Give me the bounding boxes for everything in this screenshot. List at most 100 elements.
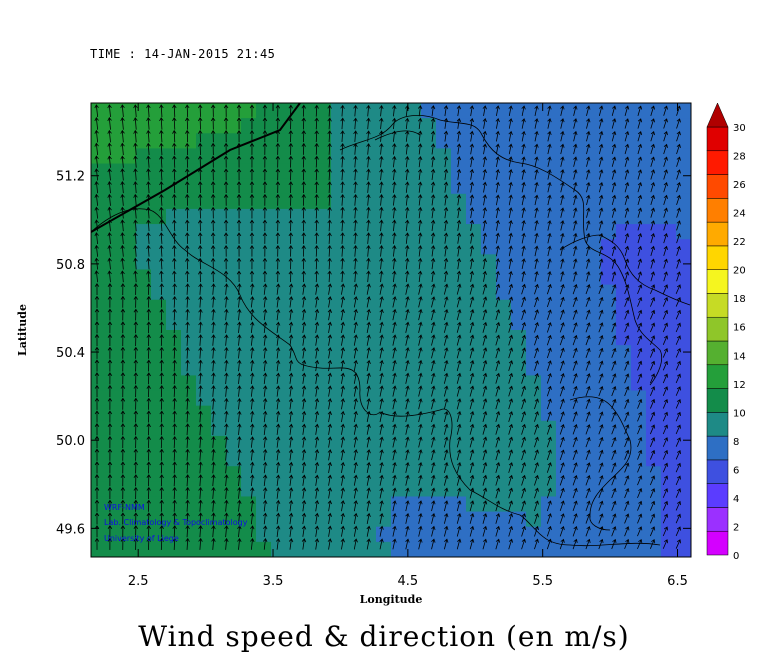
wind-arrow (366, 347, 371, 359)
wind-arrow (650, 233, 656, 244)
wind-arrow (508, 462, 514, 473)
wind-arrow (146, 423, 151, 436)
wind-arrow (534, 398, 539, 410)
speed-cell (616, 148, 632, 165)
wind-arrow (676, 194, 681, 206)
speed-cell (316, 420, 332, 437)
speed-cell (631, 133, 647, 149)
speed-cell (616, 208, 632, 225)
speed-cell (166, 526, 182, 543)
speed-cell (136, 375, 152, 392)
wind-arrow (637, 322, 643, 333)
wind-arrow (443, 372, 449, 384)
wind-arrow (443, 436, 449, 448)
wind-arrow (508, 436, 514, 448)
wind-arrow (624, 169, 630, 180)
speed-cell (331, 541, 347, 557)
wind-arrow (327, 410, 333, 423)
speed-cell (241, 314, 257, 331)
speed-cell (481, 299, 497, 316)
wind-arrow (107, 486, 113, 500)
speed-cell (466, 103, 482, 119)
speed-cell (91, 330, 107, 346)
wind-arrow (521, 245, 526, 257)
speed-cell (136, 239, 152, 255)
wind-arrow (379, 347, 384, 359)
speed-cell (436, 299, 452, 316)
wind-arrow (94, 448, 100, 461)
speed-cell (361, 103, 377, 119)
wind-arrow (456, 474, 462, 486)
wind-arrow (210, 232, 216, 244)
speed-cell (541, 314, 557, 331)
wind-arrow (663, 156, 668, 167)
wind-arrow (185, 104, 190, 117)
y-tick-label: 49.6 (56, 522, 85, 537)
wind-arrow (443, 181, 449, 193)
wind-arrow (262, 245, 268, 257)
wind-arrow (650, 322, 656, 333)
wind-arrow (443, 359, 449, 372)
speed-cell (526, 133, 542, 149)
wind-arrow (94, 410, 100, 423)
speed-cell (616, 330, 632, 346)
wind-arrow (443, 449, 449, 461)
wind-arrow (120, 384, 126, 398)
wind-arrow (611, 335, 617, 346)
speed-cell (571, 314, 587, 331)
wind-arrow (172, 270, 177, 283)
speed-cell (646, 284, 662, 301)
figure-title: Wind speed & direction (en m/s) (138, 620, 630, 653)
speed-cell (121, 511, 137, 528)
wind-arrow (585, 436, 591, 448)
speed-cell (346, 208, 362, 225)
wind-arrow (198, 397, 203, 410)
speed-cell (436, 314, 452, 331)
wind-arrow (405, 423, 410, 435)
wind-arrow (534, 245, 539, 257)
wind-arrow (560, 156, 565, 167)
wind-arrow (159, 193, 164, 206)
wind-arrow (301, 359, 307, 372)
speed-cell (436, 239, 452, 255)
speed-cell (601, 405, 617, 422)
wind-arrow (559, 513, 565, 524)
speed-cell (661, 481, 677, 498)
wind-arrow (185, 308, 190, 321)
wind-arrow (560, 118, 565, 129)
speed-cell (676, 254, 691, 271)
speed-cell (271, 330, 287, 346)
wind-arrow (301, 104, 306, 117)
speed-cell (601, 269, 617, 286)
speed-cell (616, 466, 632, 482)
wind-arrow (340, 143, 345, 155)
speed-cell (436, 178, 452, 195)
wind-arrow (224, 283, 229, 295)
speed-cell (406, 526, 422, 543)
wind-arrow (327, 423, 333, 435)
wind-arrow (288, 296, 294, 308)
speed-cell (421, 148, 437, 165)
wind-arrow (301, 449, 307, 461)
wind-arrow (379, 283, 384, 295)
speed-cell (166, 541, 182, 557)
wind-arrow (469, 219, 475, 231)
wind-arrow (133, 410, 139, 423)
speed-cell (406, 511, 422, 528)
wind-arrow (650, 335, 656, 345)
speed-cell (631, 451, 647, 467)
speed-cell (91, 314, 107, 331)
speed-cell (571, 299, 587, 316)
speed-cell (466, 511, 482, 528)
speed-cell (211, 375, 227, 392)
wind-arrow (508, 500, 514, 512)
speed-cell (121, 466, 137, 482)
wind-arrow (521, 436, 526, 448)
wind-arrow (521, 513, 526, 524)
speed-cell (676, 269, 691, 286)
speed-cell (316, 375, 332, 392)
wind-arrow (211, 308, 216, 321)
wind-arrow (456, 487, 462, 499)
speed-cell (271, 405, 287, 422)
wind-arrow (250, 296, 255, 308)
